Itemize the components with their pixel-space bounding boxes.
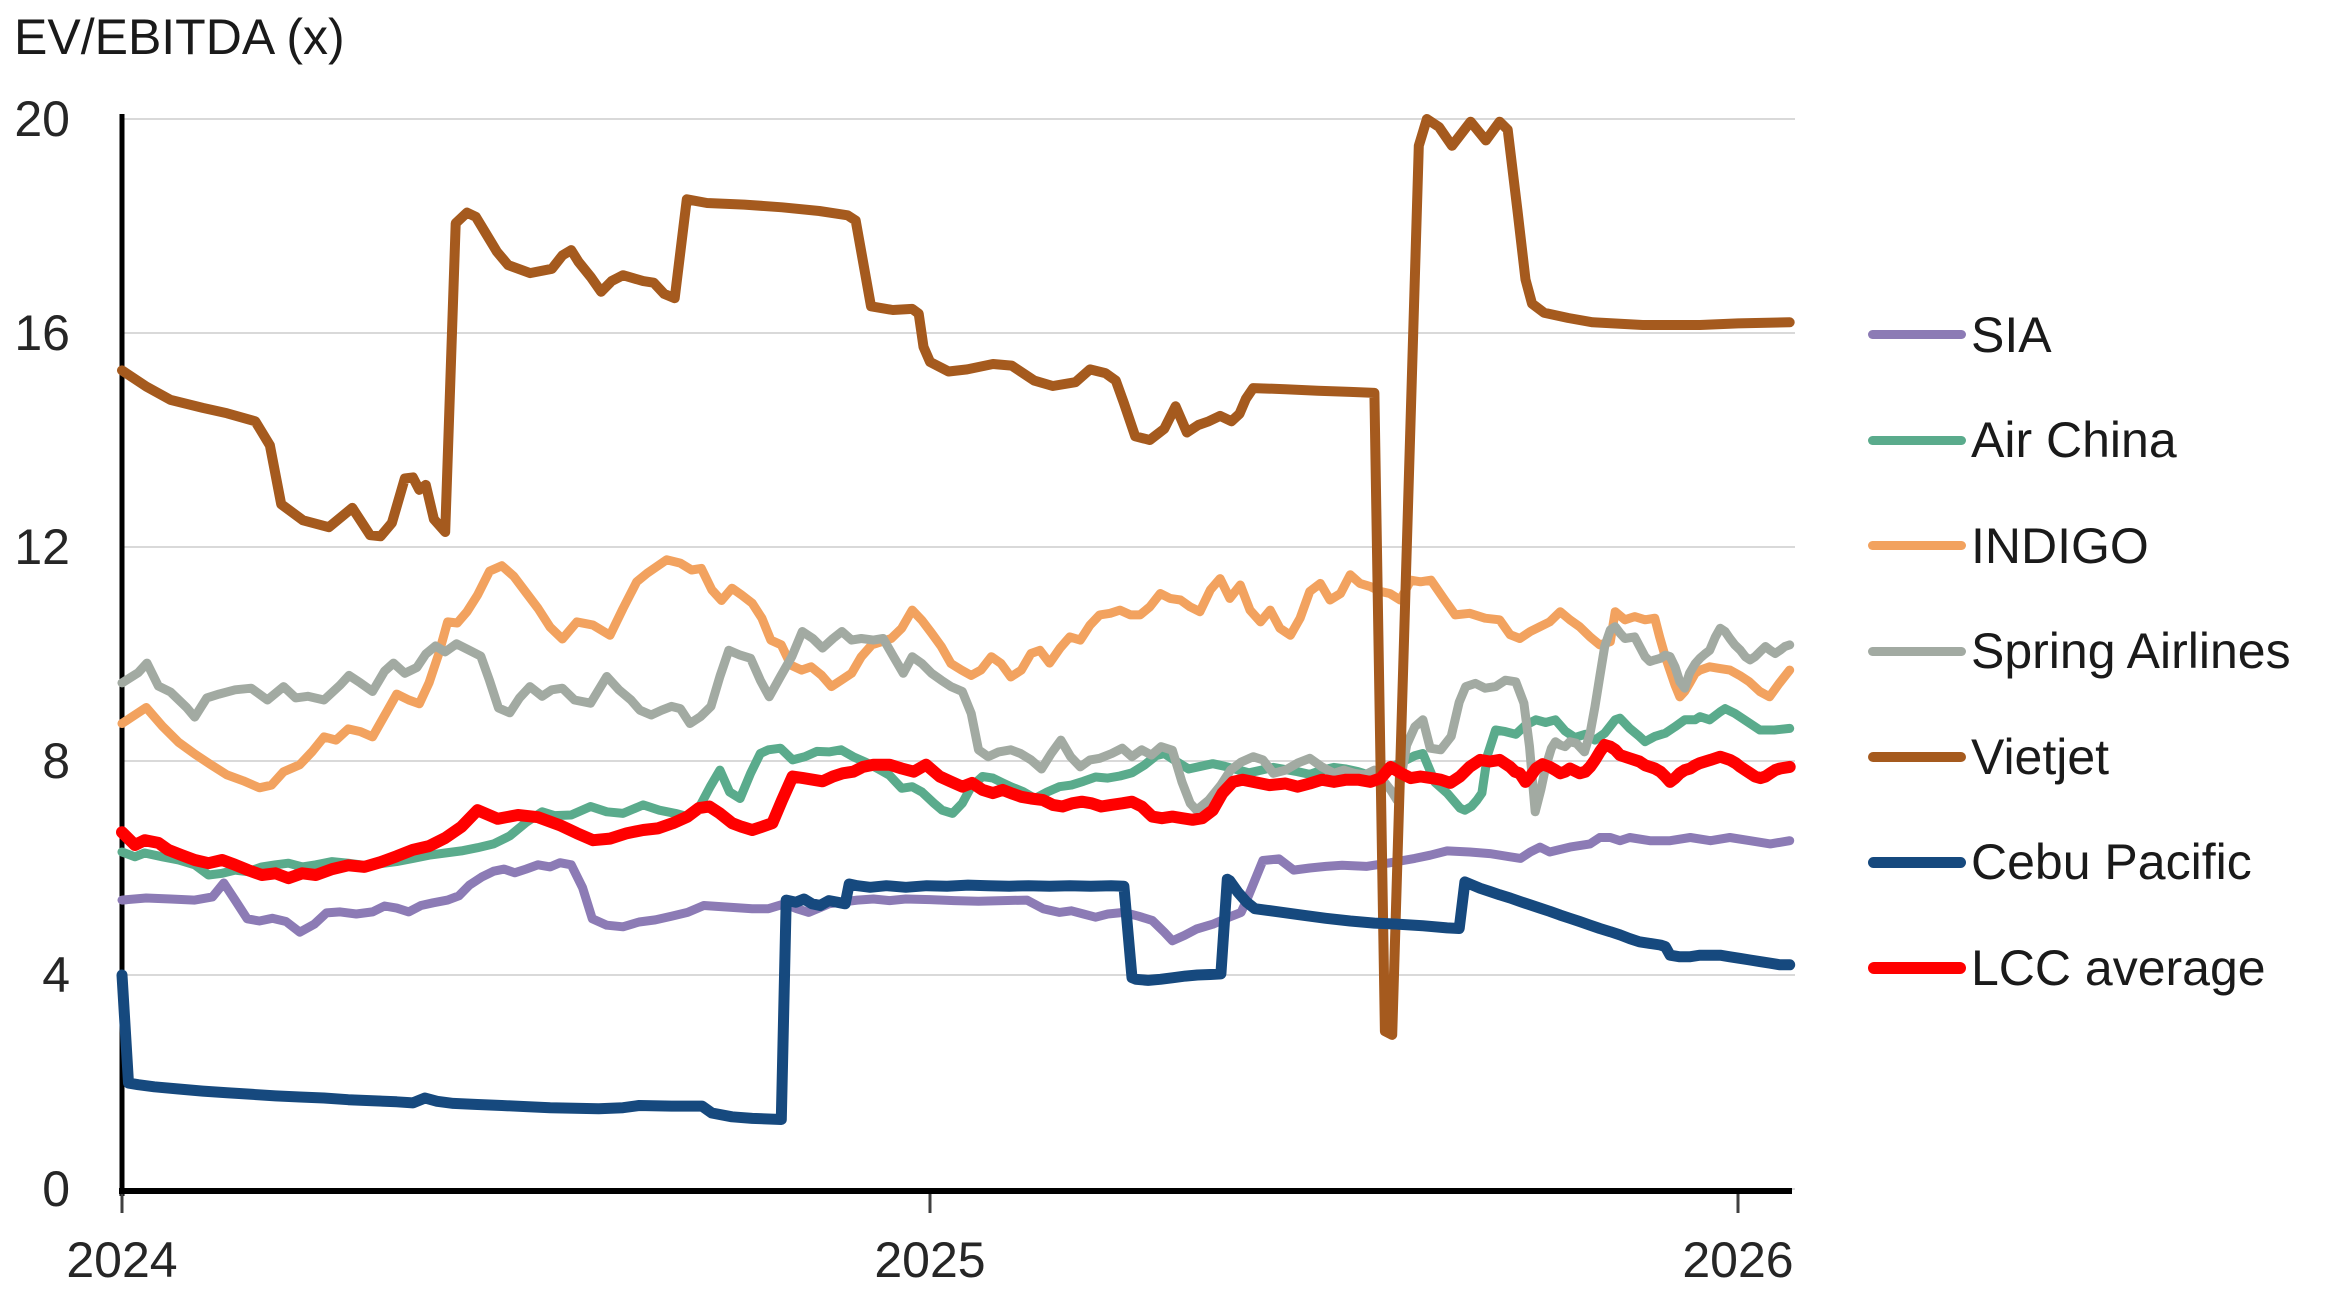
series-line-vietjet	[117, 114, 1795, 1040]
series-line-spring-airlines	[117, 622, 1795, 817]
legend-swatch-spring-airlines	[1868, 646, 1966, 656]
legend-item-spring-airlines: Spring Airlines	[1868, 599, 2338, 705]
legend-label-spring-airlines: Spring Airlines	[1971, 623, 2291, 680]
legend-item-indigo: INDIGO	[1868, 493, 2338, 599]
series-line-cebu-pacific	[116, 873, 1796, 1125]
legend-swatch-air-china	[1868, 435, 1966, 445]
series-line-air-china	[117, 704, 1795, 880]
legend-swatch-sia	[1868, 330, 1966, 340]
chart-title: EV/EBITDA (x)	[14, 9, 345, 65]
series-line-lcc-average	[116, 739, 1796, 885]
legend-swatch-cebu-pacific	[1868, 856, 1966, 868]
y-axis-tick-label: 20	[14, 91, 70, 147]
x-axis-tick-label: 2026	[1682, 1232, 1793, 1288]
legend-label-sia: SIA	[1971, 306, 2052, 363]
legend-label-indigo: INDIGO	[1971, 517, 2149, 574]
legend-swatch-lcc-average	[1868, 961, 1966, 974]
legend-item-vietjet: Vietjet	[1868, 704, 2338, 810]
x-axis-tick-label: 2024	[66, 1232, 177, 1288]
legend-label-air-china: Air China	[1971, 412, 2177, 469]
series-line-indigo	[117, 555, 1795, 793]
legend-label-cebu-pacific: Cebu Pacific	[1971, 834, 2252, 891]
x-axis-tick-label: 2025	[874, 1232, 985, 1288]
legend-item-air-china: Air China	[1868, 388, 2338, 494]
legend-item-cebu-pacific: Cebu Pacific	[1868, 810, 2338, 916]
y-axis-tick-label: 16	[14, 305, 70, 361]
y-axis-tick-label: 8	[42, 733, 70, 789]
y-axis-tick-label: 4	[42, 947, 70, 1003]
legend-swatch-indigo	[1868, 541, 1966, 551]
legend-label-lcc-average: LCC average	[1971, 939, 2266, 996]
legend-swatch-vietjet	[1868, 751, 1966, 762]
legend-item-sia: SIA	[1868, 282, 2338, 388]
legend: SIA Air China INDIGO Spring Airlines Vietjet…	[1868, 282, 2338, 1021]
y-axis-tick-label: 0	[42, 1161, 70, 1217]
y-axis-tick-label: 12	[14, 519, 70, 575]
legend-label-vietjet: Vietjet	[1971, 728, 2110, 785]
legend-item-lcc-average: LCC average	[1868, 915, 2338, 1021]
series-line-sia	[117, 833, 1795, 946]
